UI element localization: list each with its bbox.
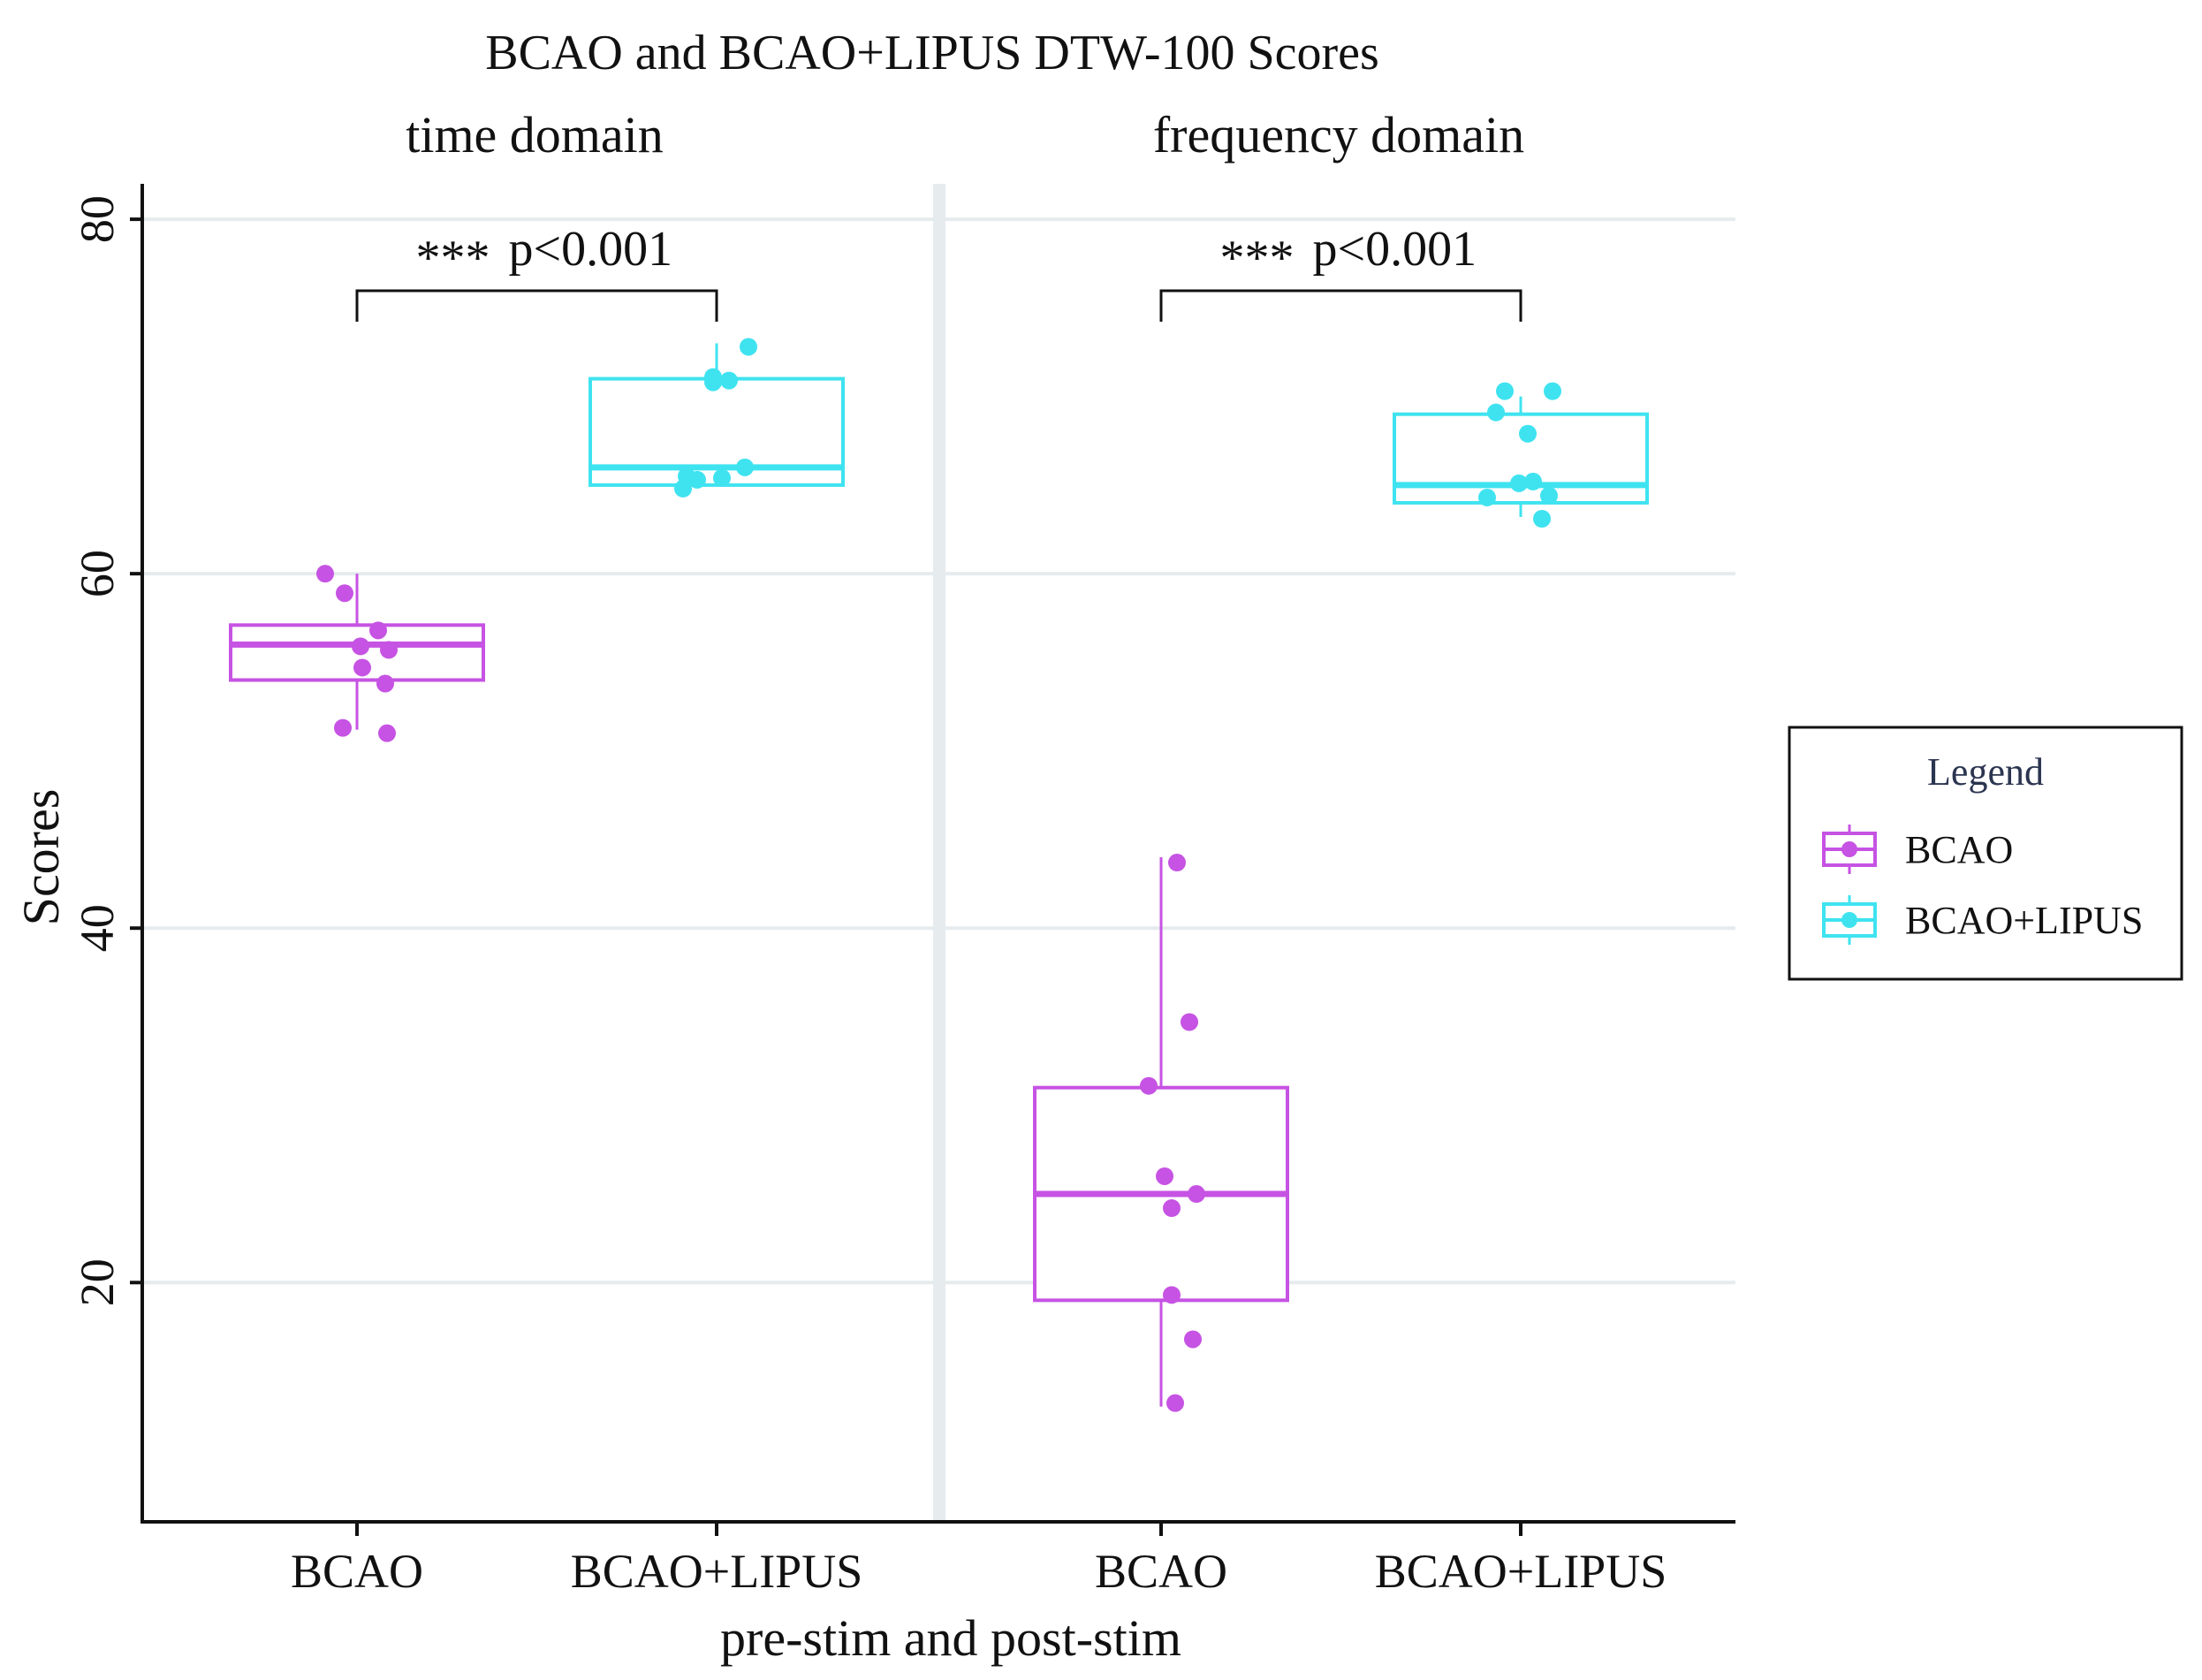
data-point-facet1-bcao-lipus-8 [713, 468, 731, 487]
data-point-facet2-bcao-6 [1163, 1199, 1181, 1218]
y-tick-label-40: 40 [71, 904, 124, 952]
x-tick-label-facet2-bcao-lipus: BCAO+LIPUS [1375, 1545, 1667, 1598]
significance-stars-facet2: *** [1220, 231, 1295, 285]
data-point-facet1-bcao-6 [353, 658, 371, 677]
data-point-facet2-bcao-9 [1166, 1394, 1184, 1412]
axis-layer: 20 40 60 80 BCAO BCAO+LIPUS BCAO BCAO+LIPUS [71, 195, 1667, 1598]
x-tick-label-facet1-bcao: BCAO [291, 1545, 423, 1598]
facet-label-time-domain: time domain [406, 106, 664, 163]
legend: Legend BCAO BCAO+LIPUS [1788, 726, 2183, 981]
legend-key-bcao [1822, 825, 1877, 874]
significance-label-facet2: p<0.001 [1313, 222, 1477, 277]
x-tick-label-facet2-bcao: BCAO [1095, 1545, 1227, 1598]
x-tick-label-facet1-bcao-lipus: BCAO+LIPUS [571, 1545, 863, 1598]
data-point-facet2-bcao-8 [1184, 1330, 1202, 1349]
data-point-facet1-bcao-lipus-1 [740, 338, 757, 356]
data-point-facet1-bcao-4 [352, 637, 369, 656]
data-point-facet2-bcao-lipus-5 [1510, 474, 1528, 492]
data-point-facet1-bcao-3 [369, 621, 387, 640]
data-point-facet1-bcao-lipus-5 [736, 458, 754, 476]
data-point-facet2-bcao-lipus-9 [1533, 510, 1551, 528]
data-point-facet1-bcao-lipus-4 [704, 373, 722, 391]
y-tick-label-80: 80 [71, 195, 124, 243]
data-layer: *** p<0.001 *** p<0.001 [229, 222, 1649, 1412]
data-point-facet2-bcao-lipus-3 [1487, 403, 1505, 422]
data-point-facet2-bcao-4 [1156, 1167, 1173, 1185]
significance-bracket-facet2 [1159, 289, 1522, 322]
data-point-facet2-bcao-lipus-7 [1478, 488, 1496, 506]
data-point-facet2-bcao-lipus-1 [1496, 382, 1514, 400]
data-point-facet1-bcao-7 [376, 674, 394, 693]
data-point-facet2-bcao-3 [1140, 1076, 1158, 1095]
data-point-facet1-bcao-2 [336, 584, 353, 603]
significance-bracket-facet1 [355, 289, 718, 322]
data-point-facet2-bcao-7 [1163, 1286, 1181, 1304]
data-point-facet1-bcao-lipus-9 [674, 479, 692, 498]
data-point-facet1-bcao-lipus-3 [720, 371, 738, 390]
y-tick-label-20: 20 [71, 1258, 124, 1306]
legend-title: Legend [1927, 750, 2044, 794]
chart-title: BCAO and BCAO+LIPUS DTW-100 Scores [485, 26, 1379, 80]
data-point-facet2-bcao-2 [1181, 1013, 1198, 1031]
significance-stars-facet1: *** [416, 231, 490, 285]
legend-key-bcao-lipus [1822, 895, 1877, 945]
data-point-facet2-bcao-lipus-2 [1544, 382, 1561, 400]
data-point-facet2-bcao-lipus-8 [1540, 486, 1558, 505]
legend-label-bcao-lipus: BCAO+LIPUS [1905, 899, 2143, 942]
x-axis-title: pre-stim and post-stim [720, 1609, 1181, 1667]
data-point-facet1-bcao-5 [380, 641, 398, 659]
y-tick-label-60: 60 [71, 550, 124, 597]
data-point-facet1-bcao-lipus-7 [688, 470, 706, 489]
significance-label-facet1: p<0.001 [509, 222, 673, 277]
data-point-facet2-bcao-5 [1188, 1185, 1205, 1204]
legend-label-bcao: BCAO [1905, 828, 2013, 871]
data-point-facet2-bcao-lipus-4 [1519, 424, 1537, 443]
facet-label-frequency-domain: frequency domain [1153, 106, 1524, 163]
y-axis-title: Scores [12, 789, 70, 926]
data-point-facet1-bcao-9 [378, 724, 396, 742]
data-point-facet2-bcao-1 [1168, 854, 1186, 872]
data-point-facet1-bcao-1 [316, 565, 334, 583]
data-point-facet2-bcao-lipus-6 [1524, 472, 1542, 490]
data-point-facet1-bcao-8 [334, 718, 352, 737]
